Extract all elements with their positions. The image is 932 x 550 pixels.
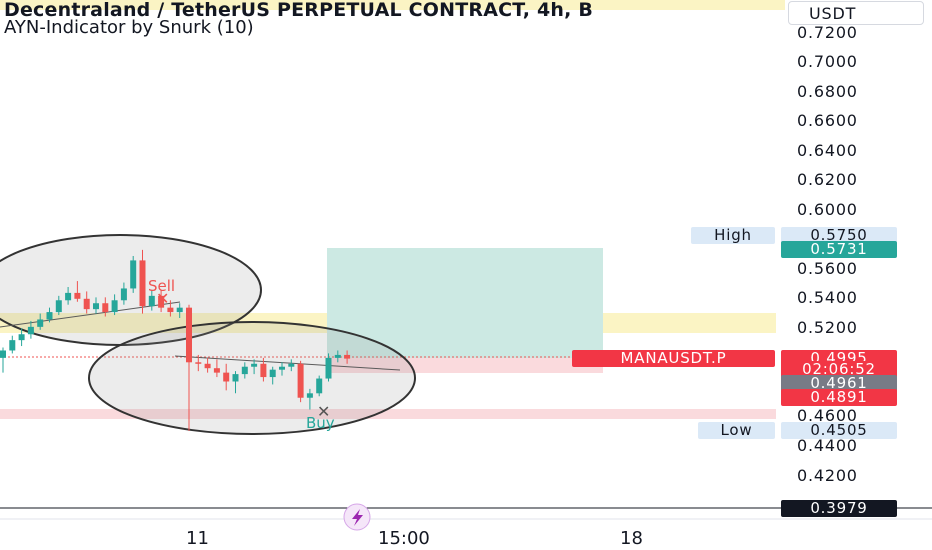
countdown-tag: 02:06:52 [781, 361, 897, 378]
candle-down [186, 307, 192, 363]
candle-down [344, 354, 351, 359]
symbol-tag: MANAUSDT.P [572, 350, 775, 367]
stop-loss-zone [327, 358, 603, 373]
sell-marker-icon: ✕ [156, 289, 169, 308]
candle-down [139, 260, 146, 307]
candle-up [316, 378, 323, 394]
candle-up [0, 350, 6, 358]
price-tick: 0.4400 [797, 436, 858, 455]
candle-down [102, 303, 109, 313]
candle-down [297, 363, 304, 398]
candle-up [27, 326, 34, 335]
price-tick: 0.6200 [797, 170, 858, 189]
candle-down [74, 292, 81, 299]
candle-down [223, 372, 230, 382]
price-tick: 0.4200 [797, 466, 858, 485]
price-tag-red: 0.4891 [781, 389, 897, 406]
currency-button[interactable]: USDT [788, 1, 924, 25]
top-highlight-band [0, 0, 785, 10]
candle-up [46, 312, 53, 320]
candle-up [306, 393, 313, 398]
sell-label: Sell [148, 277, 175, 295]
price-tick: 0.7200 [797, 23, 858, 42]
price-tick: 0.6000 [797, 200, 858, 219]
price-tick: 0.4600 [797, 406, 858, 425]
candle-down [204, 363, 211, 369]
candle-up [130, 260, 137, 289]
indicator-label[interactable]: AYN-Indicator by Snurk (10) [4, 17, 254, 38]
price-tick: 0.6600 [797, 111, 858, 130]
price-tick: 0.7000 [797, 52, 858, 71]
candle-down [195, 362, 202, 364]
support-zone [0, 409, 776, 419]
candle-up [241, 366, 248, 375]
low-label: Low [698, 422, 775, 439]
time-label: 18 [620, 528, 643, 549]
candle-up [279, 366, 285, 370]
candle-down [213, 368, 220, 373]
candle-up [9, 340, 16, 351]
candle-down [158, 295, 165, 308]
buy-label: Buy [306, 414, 335, 432]
lightning-icon[interactable] [352, 509, 363, 526]
candle-down [83, 298, 90, 310]
candle-up [251, 363, 258, 367]
candle-down [167, 307, 174, 313]
candle-up [37, 319, 44, 327]
candle-up [334, 354, 341, 358]
time-label: 11 [186, 528, 209, 549]
high-value: 0.5750 [781, 227, 897, 244]
candle-up [93, 303, 99, 310]
buy-marker-icon: ✕ [317, 402, 330, 421]
candle-up [148, 295, 155, 307]
candle-up [111, 300, 118, 313]
price-tick: 0.5200 [797, 318, 858, 337]
price-tag-high: 0.5731 [781, 241, 897, 258]
bottom-price-tag: 0.3979 [781, 500, 897, 517]
price-tick: 0.6800 [797, 82, 858, 101]
candle-up [65, 292, 72, 301]
price-tag-gray: 0.4961 [781, 375, 897, 392]
high-label: High [691, 227, 775, 244]
price-tick: 0.6400 [797, 141, 858, 160]
price-tick: 0.5400 [797, 288, 858, 307]
time-label: 15:00 [378, 528, 430, 549]
candle-down [260, 363, 267, 378]
price-tick: 0.5600 [797, 259, 858, 278]
trend-line-lower [174, 355, 401, 371]
candle-up [325, 357, 332, 379]
candle-up [55, 300, 62, 313]
candle-up [120, 288, 127, 301]
candles-group [0, 249, 351, 431]
candle-up [269, 369, 276, 378]
candle-up [288, 363, 295, 367]
candle-up [232, 374, 239, 382]
chart-title: Decentraland / TetherUS PERPETUAL CONTRA… [4, 0, 594, 21]
candle-up [18, 334, 25, 341]
candle-up [176, 307, 183, 313]
buy-zone-ellipse [88, 321, 416, 435]
low-value: 0.4505 [781, 422, 897, 439]
